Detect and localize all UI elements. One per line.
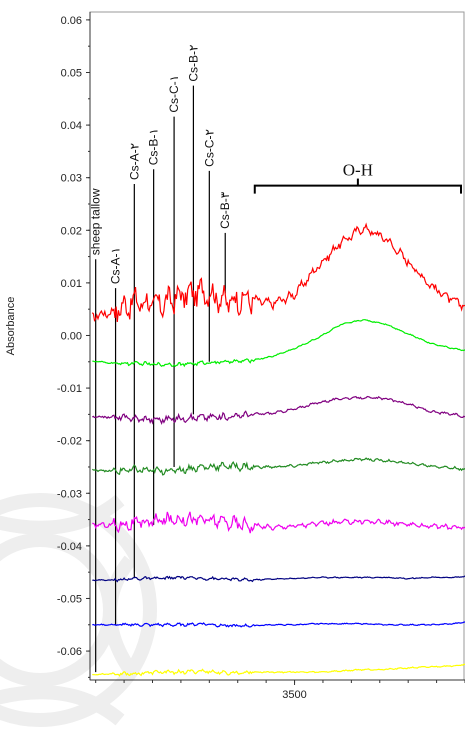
sample-annotations: sheep tallow Cs-A-۱ Cs-A-۲ Cs-B-۱ Cs-C-۱ Cs-B… (89, 45, 462, 673)
annotation-label: Cs-C-۱ (167, 75, 181, 113)
axes: 0.06 0.05 0.04 0.03 0.02 0.01 0.00 -0.01 -0.02 -0… (57, 12, 465, 701)
annotation-label: Cs-C-۲ (202, 129, 216, 167)
series-line (92, 663, 465, 677)
y-tick-label: -0.02 (57, 436, 82, 448)
watermark-logo (0, 493, 157, 727)
y-tick-label: 0.01 (61, 278, 82, 290)
series-line (92, 511, 465, 534)
annotation-label: Cs-B-۱ (147, 128, 161, 165)
oh-bracket (253, 184, 462, 194)
y-tick-label: -0.03 (57, 488, 82, 500)
series-line (91, 457, 465, 476)
series-line (92, 575, 465, 583)
annotation-label: Cs-B-۲ (186, 45, 200, 82)
annotation-label: Cs-A-۱ (109, 247, 123, 284)
plot-frame (89, 11, 465, 681)
y-tick-label: 0.02 (61, 225, 82, 237)
y-tick-label: 0.05 (61, 67, 82, 79)
x-tick-label: 3500 (282, 689, 306, 701)
annotation-label: Cs-A-۲ (127, 143, 141, 180)
y-tick-label: 0.03 (61, 173, 82, 185)
y-tick-label: 0.06 (61, 15, 82, 27)
y-tick-label: -0.04 (57, 541, 82, 553)
y-tick-label: -0.06 (57, 646, 82, 658)
series-line (92, 621, 465, 628)
y-tick-label: 0.04 (61, 120, 82, 132)
y-axis-label: Absorbance (5, 297, 17, 356)
series-line (91, 222, 465, 323)
series-line (92, 319, 465, 368)
y-tick-label: 0.00 (61, 330, 82, 342)
annotation-label: sheep tallow (89, 188, 103, 255)
series-lines (91, 222, 465, 677)
series-line (92, 395, 465, 426)
y-tick-label: -0.05 (57, 593, 82, 605)
y-tick-label: -0.01 (57, 383, 82, 395)
oh-label: O-H (343, 161, 373, 180)
annotation-label: Cs-B-۳ (218, 191, 232, 229)
plot-area-border (89, 11, 465, 681)
